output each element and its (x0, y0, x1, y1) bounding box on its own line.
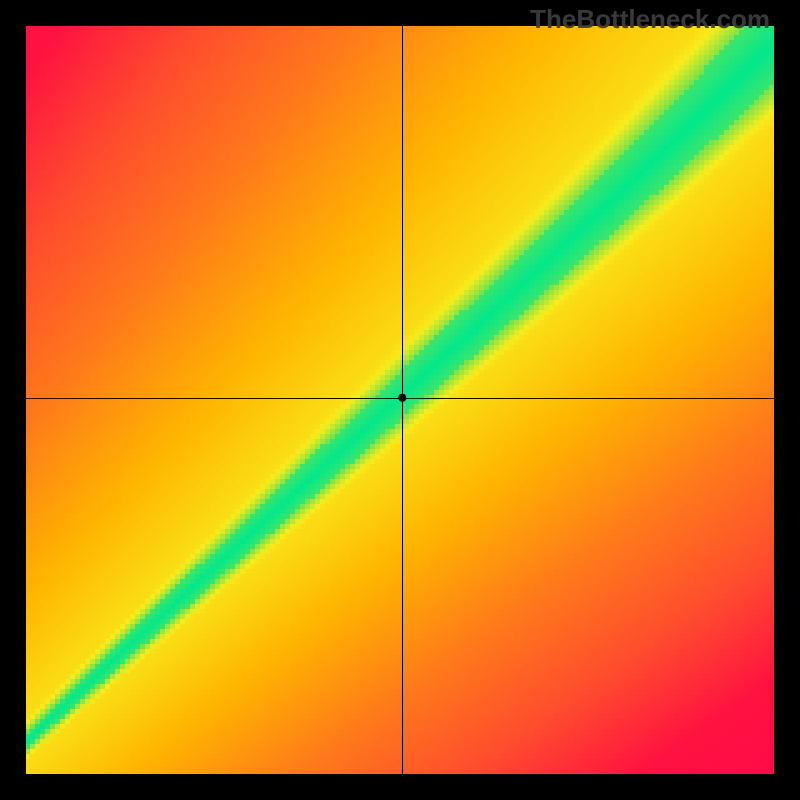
bottleneck-heatmap (26, 26, 774, 774)
chart-container: TheBottleneck.com (0, 0, 800, 800)
watermark-text: TheBottleneck.com (530, 4, 770, 35)
